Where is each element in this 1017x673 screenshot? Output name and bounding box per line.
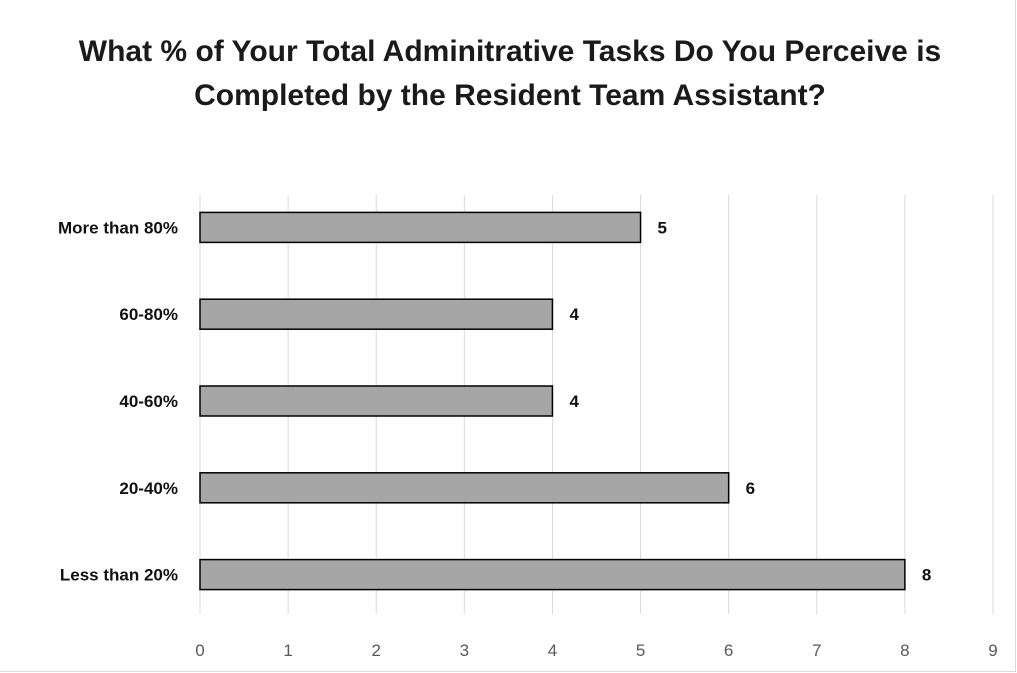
x-tick-label: 3 xyxy=(460,641,469,660)
bar xyxy=(199,211,642,244)
bar xyxy=(199,472,730,504)
x-tick-label: 4 xyxy=(548,641,557,660)
data-label: 4 xyxy=(569,392,579,411)
category-label: More than 80% xyxy=(58,218,178,237)
x-tick-label: 5 xyxy=(636,641,645,660)
bar xyxy=(199,298,554,330)
bar xyxy=(199,385,554,417)
bar xyxy=(199,558,906,591)
category-label: 40-60% xyxy=(119,392,178,411)
category-label: 20-40% xyxy=(119,479,178,498)
x-tick-label: 6 xyxy=(724,641,733,660)
x-tick-label: 9 xyxy=(988,641,997,660)
category-label: 60-80% xyxy=(119,305,178,324)
x-tick-label: 7 xyxy=(812,641,821,660)
data-label: 4 xyxy=(569,305,579,324)
chart-title: What % of Your Total Adminitrative Tasks… xyxy=(78,35,942,112)
data-label: 5 xyxy=(658,218,667,237)
data-label: 8 xyxy=(922,566,931,585)
category-label: Less than 20% xyxy=(60,566,178,585)
x-tick-label: 8 xyxy=(900,641,909,660)
x-tick-label: 0 xyxy=(195,641,204,660)
data-label: 6 xyxy=(746,479,755,498)
x-tick-label: 2 xyxy=(371,641,380,660)
x-tick-label: 1 xyxy=(283,641,292,660)
